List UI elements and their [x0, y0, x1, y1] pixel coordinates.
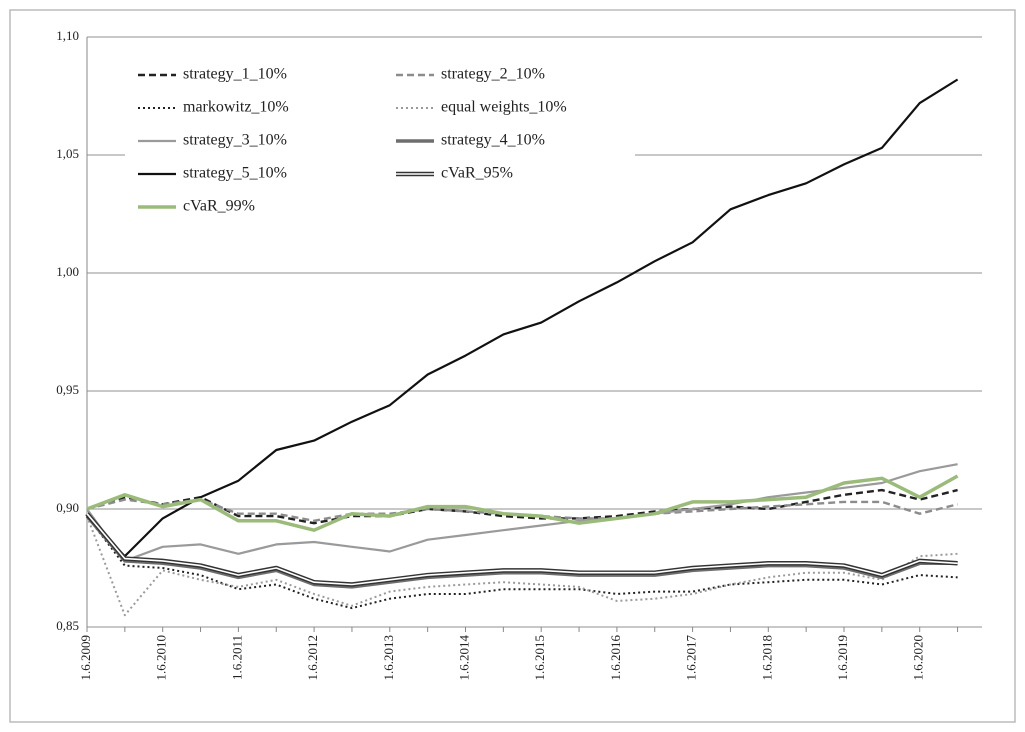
x-tick-label: 1.6.2016: [608, 635, 623, 681]
y-tick-label: 0,90: [56, 500, 79, 515]
y-tick-label: 1,05: [56, 146, 79, 161]
x-tick-label: 1.6.2009: [78, 635, 93, 681]
legend-box: [125, 58, 635, 218]
legend-label: strategy_3_10%: [183, 132, 287, 149]
series-line: [86, 78, 959, 558]
series-line: [86, 488, 958, 525]
x-tick-label: 1.6.2014: [456, 635, 471, 681]
x-tick-label: 1.6.2011: [229, 635, 244, 680]
x-tick-label: 1.6.2019: [835, 635, 850, 681]
series-line: [86, 515, 958, 617]
legend-label: strategy_4_10%: [441, 132, 545, 149]
x-tick-label: 1.6.2013: [381, 635, 396, 681]
x-tick-label: 1.6.2010: [154, 635, 169, 681]
legend-label: markowitz_10%: [183, 99, 289, 116]
series-line: [86, 474, 959, 532]
legend-label: cVaR_99%: [183, 198, 255, 215]
legend-label: strategy_5_10%: [183, 165, 287, 182]
x-tick-label: 1.6.2020: [911, 635, 926, 681]
legend-label: equal weights_10%: [441, 99, 567, 116]
x-tick-label: 1.6.2017: [684, 635, 699, 681]
series-line: [86, 515, 958, 610]
x-tick-label: 1.6.2015: [532, 635, 547, 681]
legend-label: cVaR_95%: [441, 165, 513, 182]
legend-label: strategy_2_10%: [441, 66, 545, 83]
series-line-inner: [86, 513, 958, 586]
series-line: [86, 463, 958, 562]
legend-label: strategy_1_10%: [183, 66, 287, 83]
x-tick-label: 1.6.2018: [759, 635, 774, 681]
x-tick-label: 1.6.2012: [305, 635, 320, 681]
y-tick-label: 1,10: [56, 28, 79, 43]
y-tick-label: 1,00: [56, 264, 79, 279]
y-tick-label: 0,85: [56, 618, 79, 633]
y-tick-label: 0,95: [56, 382, 79, 397]
